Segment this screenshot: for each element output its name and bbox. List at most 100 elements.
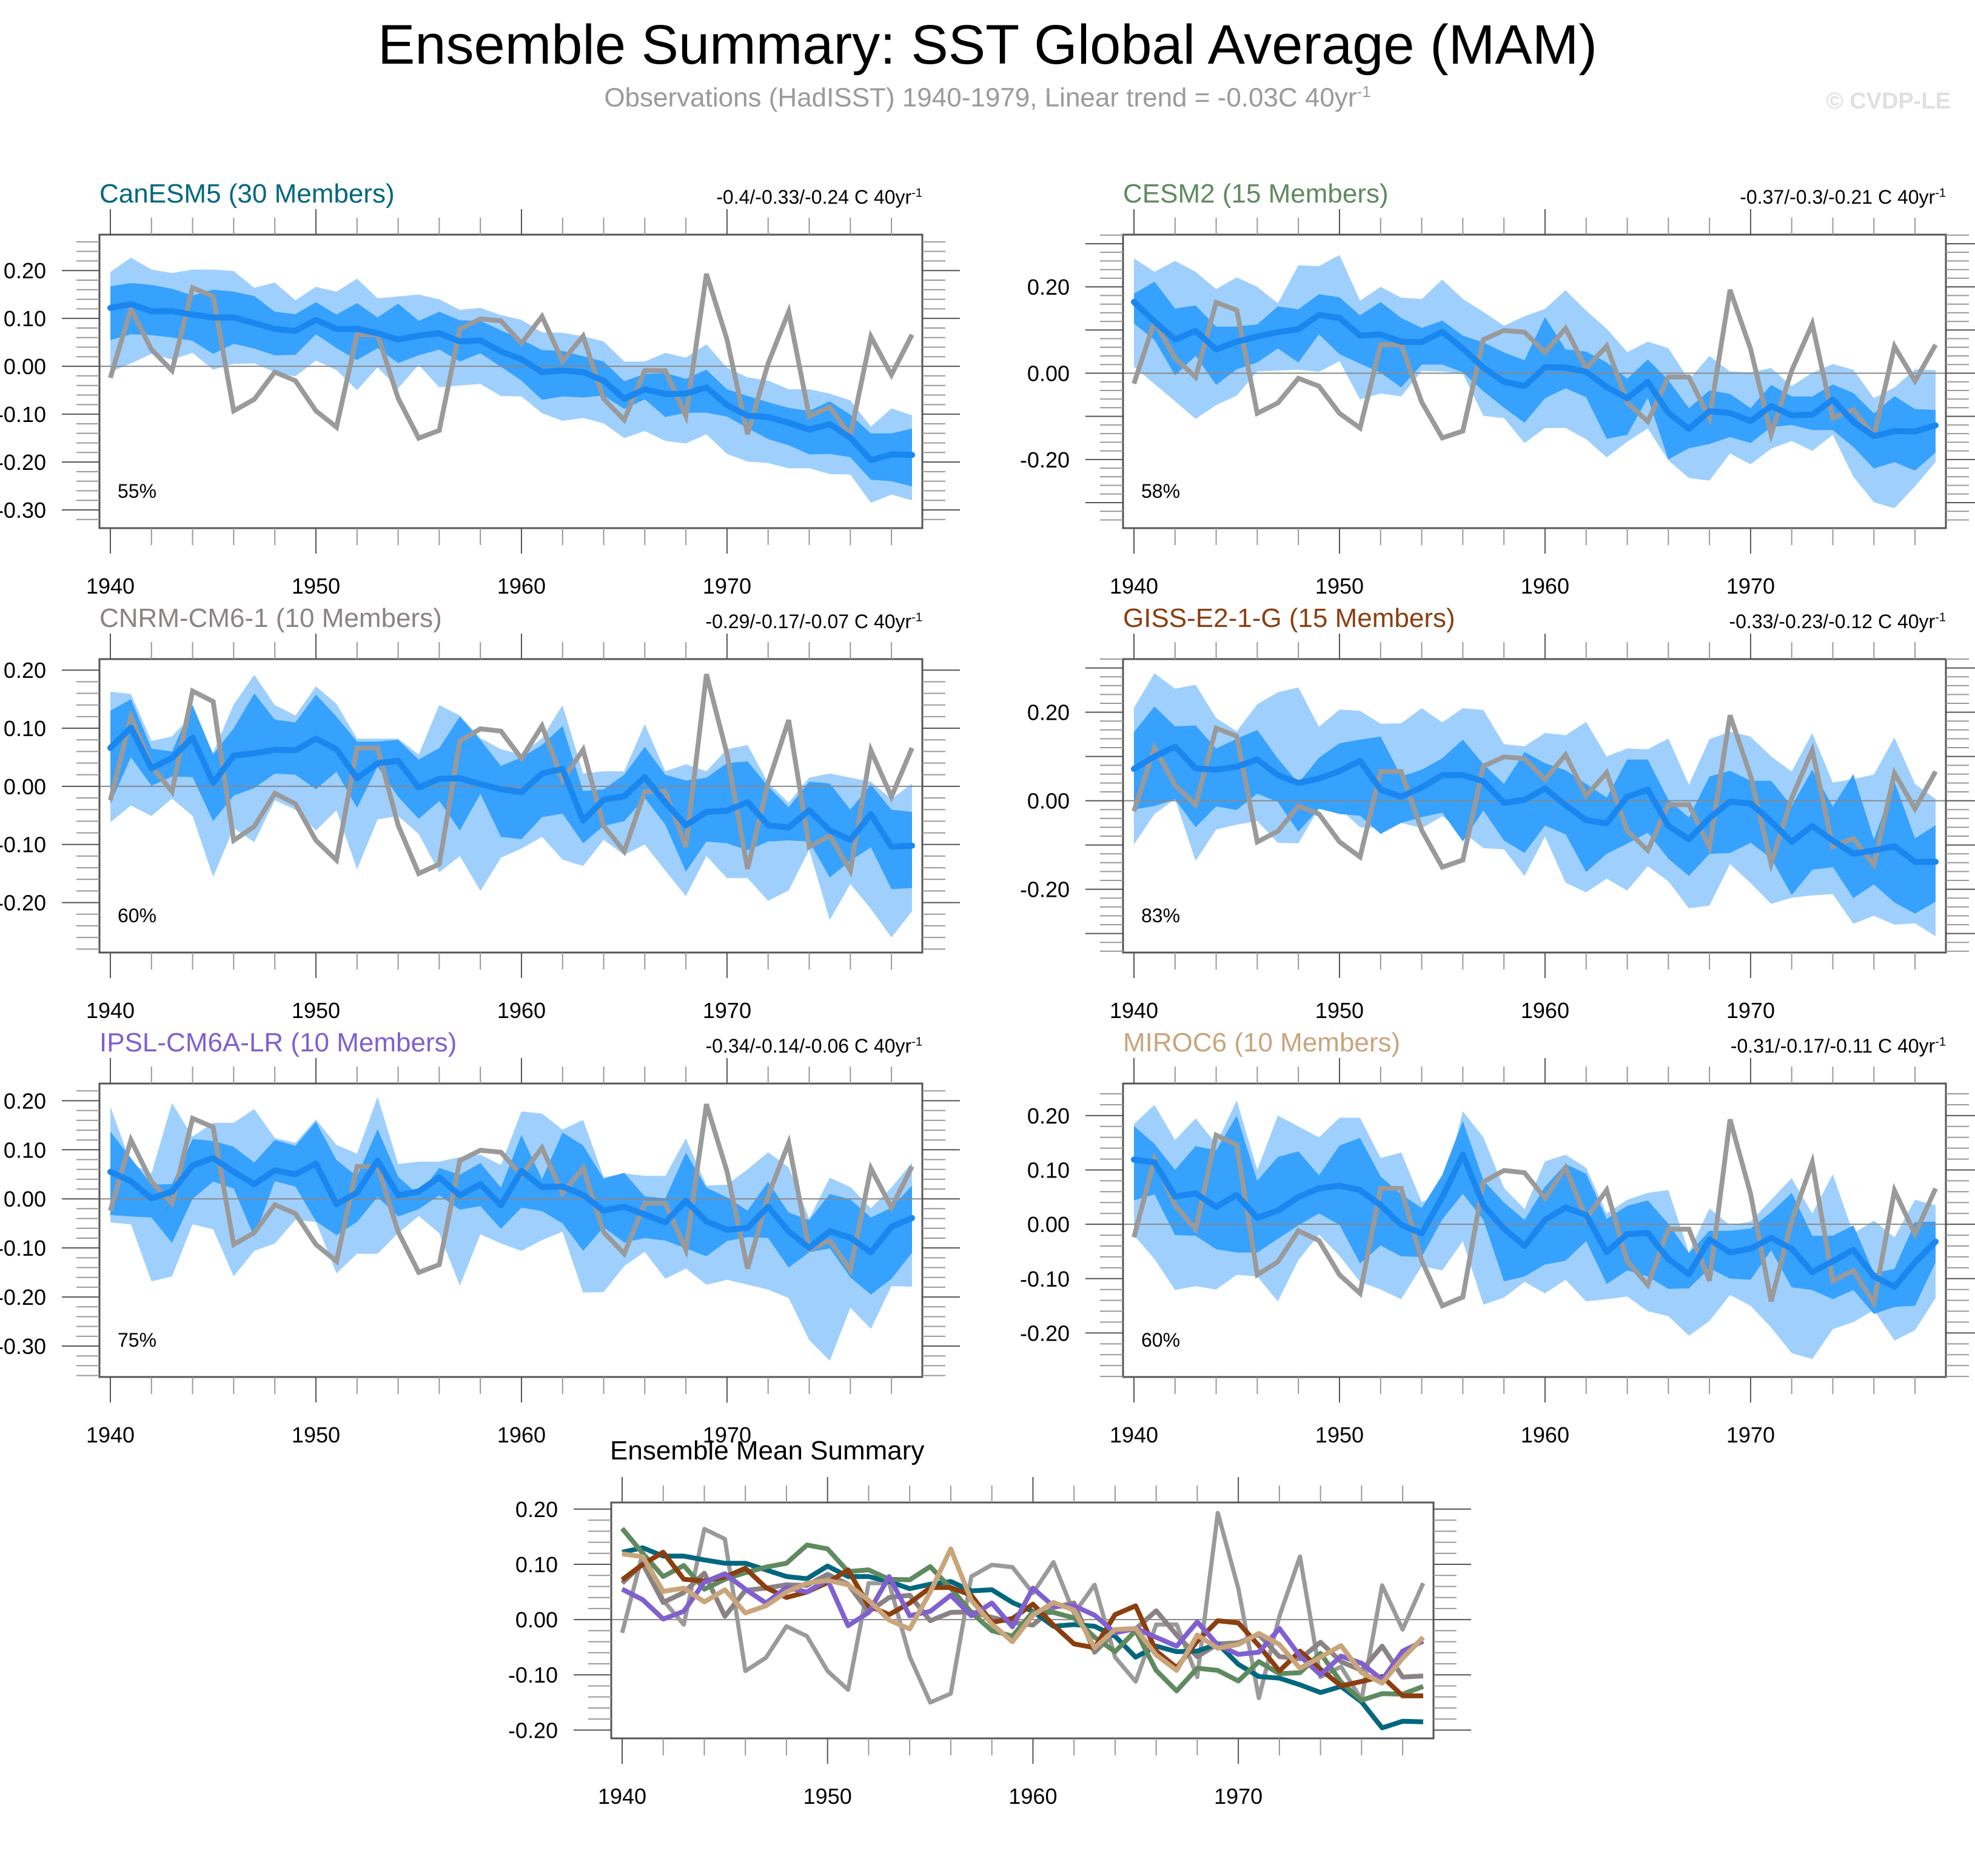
panel-trend-range: -0.29/-0.17/-0.07 C 40yr-1 [705,611,922,633]
ensemble-mean-line [1131,743,1939,865]
ensemble-mean-line [107,1155,915,1256]
observations-line [1132,1119,1938,1310]
y-tick-label: -0.20 [0,450,46,475]
observations-line [108,1103,914,1276]
y-tick-label: 0.10 [515,1552,558,1577]
ensemble-panel-chart: 58% 1940 1950 1960 1970 0.20 0.00 -0.20 [1020,209,1975,598]
x-tick-label: 1960 [1521,998,1569,1023]
trend-superscript: -1 [911,1035,922,1049]
y-tick-label: 0.20 [4,658,46,683]
plot-frame [1122,658,1947,954]
y-tick-label: 0.10 [1027,1158,1070,1183]
ensemble-panel-chart: 83% 1940 1950 1960 1970 0.20 0.00 -0.20 [1020,634,1975,1023]
ensemble-mean-line [107,725,915,850]
y-tick-label: -0.20 [0,891,46,916]
inner-percentile-band [1134,1115,1936,1314]
y-tick-label: -0.20 [1020,447,1070,472]
ensemble-mean-line [1131,1151,1939,1290]
y-tick-label: -0.10 [0,1236,46,1261]
summary-line-ipsl-cm6a-lr [621,1571,1424,1683]
x-tick-label: 1960 [1008,1784,1057,1809]
x-tick-label: 1970 [703,998,751,1023]
x-tick-label: 1950 [1315,574,1364,598]
panel-trend-range: -0.33/-0.23/-0.12 C 40yr-1 [1729,611,1946,633]
y-tick-label: 0.00 [4,774,46,799]
observations-line [108,673,914,878]
x-tick-label: 1970 [1214,1784,1262,1809]
y-tick-label: -0.20 [508,1718,558,1743]
plot-area [1123,1100,1946,1359]
x-tick-label: 1960 [1521,574,1569,598]
ensemble-mean-line [1131,299,1939,440]
summary-title: Ensemble Mean Summary [610,1436,925,1466]
plot-area [611,1510,1433,1730]
ensemble-panel-chart: 60% 1940 1950 1960 1970 0.20 0.10 0.00 -0.10 -0.2… [0,634,960,1023]
y-tick-label: -0.20 [0,1285,46,1310]
x-tick-label: 1940 [598,1784,646,1809]
panel-title: CanESM5 (30 Members) [99,179,395,209]
panel-title: CESM2 (15 Members) [1123,179,1389,209]
panel-trend-range: -0.37/-0.3/-0.21 C 40yr-1 [1740,186,1946,209]
x-tick-label: 1950 [1315,998,1364,1023]
summary-line-observations-hadisst- [620,1510,1426,1705]
y-tick-label: 0.20 [1027,1104,1070,1128]
y-tick-label: -0.10 [1020,1267,1070,1291]
y-tick-label: 0.20 [4,1088,46,1113]
plot-frame [98,1082,924,1378]
x-tick-label: 1940 [86,574,135,598]
y-tick-label: -0.30 [0,1334,46,1359]
y-tick-label: 0.00 [1027,1212,1070,1237]
trend-superscript: -1 [911,186,922,200]
trend-text: -0.4/-0.33/-0.24 C 40yr [716,186,912,208]
panel-title: CNRM-CM6-1 (10 Members) [99,603,442,633]
trend-text: -0.37/-0.3/-0.21 C 40yr [1740,186,1936,208]
x-tick-label: 1970 [1726,1422,1775,1447]
x-tick-label: 1940 [1110,574,1158,598]
x-tick-label: 1950 [292,574,340,598]
plot-frame [98,233,924,529]
x-tick-label: 1950 [1315,1422,1364,1447]
y-tick-label: 0.00 [4,1187,46,1211]
observations-line [1132,289,1938,444]
ensemble-mean-summary-chart: 1940 1950 1960 1970 0.20 0.10 0.00 -0.10 -0.20 [508,1477,1471,1809]
trend-superscript: -1 [1935,186,1946,200]
x-tick-label: 1970 [1726,574,1775,598]
panel-trend-range: -0.4/-0.33/-0.24 C 40yr-1 [716,186,922,209]
subtitle: Observations (HadISST) 1940-1979, Linear… [0,82,1975,113]
y-tick-label: 0.10 [4,306,46,331]
y-tick-label: -0.20 [1020,877,1070,902]
panel-title: GISS-E2-1-G (15 Members) [1123,603,1455,633]
trend-text: -0.29/-0.17/-0.07 C 40yr [705,611,912,632]
x-tick-label: 1970 [703,574,751,598]
x-tick-label: 1970 [1726,998,1775,1023]
y-tick-label: -0.30 [0,498,46,523]
trend-text: -0.34/-0.14/-0.06 C 40yr [705,1035,912,1057]
plot-frame [1122,1082,1947,1378]
x-tick-label: 1960 [497,574,546,598]
plot-area [99,257,922,503]
x-tick-label: 1950 [292,1422,340,1447]
percent-label: 60% [118,905,156,926]
y-tick-label: 0.00 [1027,789,1070,814]
plot-frame [610,1501,1435,1740]
percent-label: 75% [118,1329,156,1351]
y-tick-label: -0.20 [1020,1321,1070,1345]
plot-frame [98,658,924,954]
ensemble-mean-line [107,301,915,463]
trend-text: -0.31/-0.17/-0.11 C 40yr [1730,1035,1936,1057]
plot-area [1123,255,1946,509]
plot-area [99,673,922,938]
percent-label: 83% [1141,905,1180,926]
observations-line [1132,714,1938,873]
percent-label: 55% [118,480,156,502]
percent-label: 58% [1141,480,1180,502]
panel-trend-range: -0.34/-0.14/-0.06 C 40yr-1 [705,1035,922,1057]
summary-line-cesm2 [620,1527,1424,1703]
y-tick-label: 0.00 [515,1607,558,1632]
y-tick-label: -0.10 [508,1663,558,1687]
x-tick-label: 1950 [803,1784,852,1809]
y-tick-label: 0.00 [1027,361,1070,386]
plot-area [1123,673,1946,936]
x-tick-label: 1960 [1521,1422,1569,1447]
observations-line [108,273,914,442]
